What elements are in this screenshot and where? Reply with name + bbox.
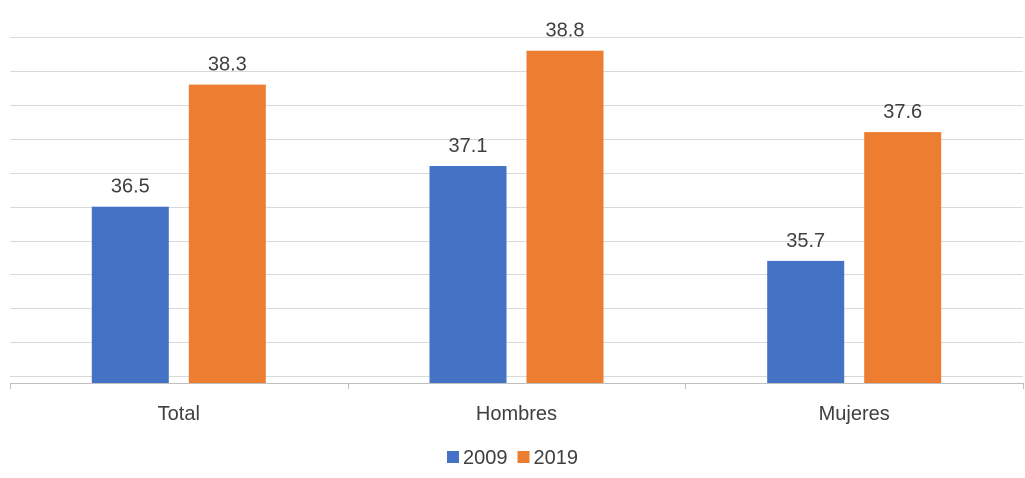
bar-2019-hombres [526, 50, 604, 383]
data-label-2019-mujeres: 37.6 [883, 101, 922, 123]
bar-2009-total [91, 206, 169, 383]
legend-swatch [447, 451, 459, 463]
legend-label: 2019 [534, 447, 579, 469]
data-label-2019-total: 38.3 [208, 54, 247, 76]
bar-2009-mujeres [767, 260, 845, 383]
data-label-2009-mujeres: 35.7 [786, 230, 825, 252]
x-axis: Total Hombres Mujeres [10, 383, 1024, 425]
data-labels: 36.5 38.3 37.1 38.8 35.7 37.6 [111, 20, 922, 252]
bar-2019-total [188, 84, 266, 383]
gridlines [10, 37, 1023, 377]
bar-2019-mujeres [864, 132, 942, 383]
legend-label: 2009 [463, 447, 508, 469]
category-label: Total [158, 403, 200, 425]
data-label-2019-hombres: 38.8 [546, 20, 585, 42]
category-label: Hombres [476, 403, 557, 425]
legend: 2009 2019 [447, 447, 578, 469]
category-label: Mujeres [819, 403, 890, 425]
data-label-2009-hombres: 37.1 [449, 135, 488, 157]
bars [91, 50, 942, 383]
legend-item-2009: 2009 [447, 447, 508, 469]
bar-2009-hombres [429, 166, 507, 383]
legend-item-2019: 2019 [517, 447, 579, 469]
data-label-2009-total: 36.5 [111, 176, 150, 198]
legend-swatch [517, 451, 530, 463]
